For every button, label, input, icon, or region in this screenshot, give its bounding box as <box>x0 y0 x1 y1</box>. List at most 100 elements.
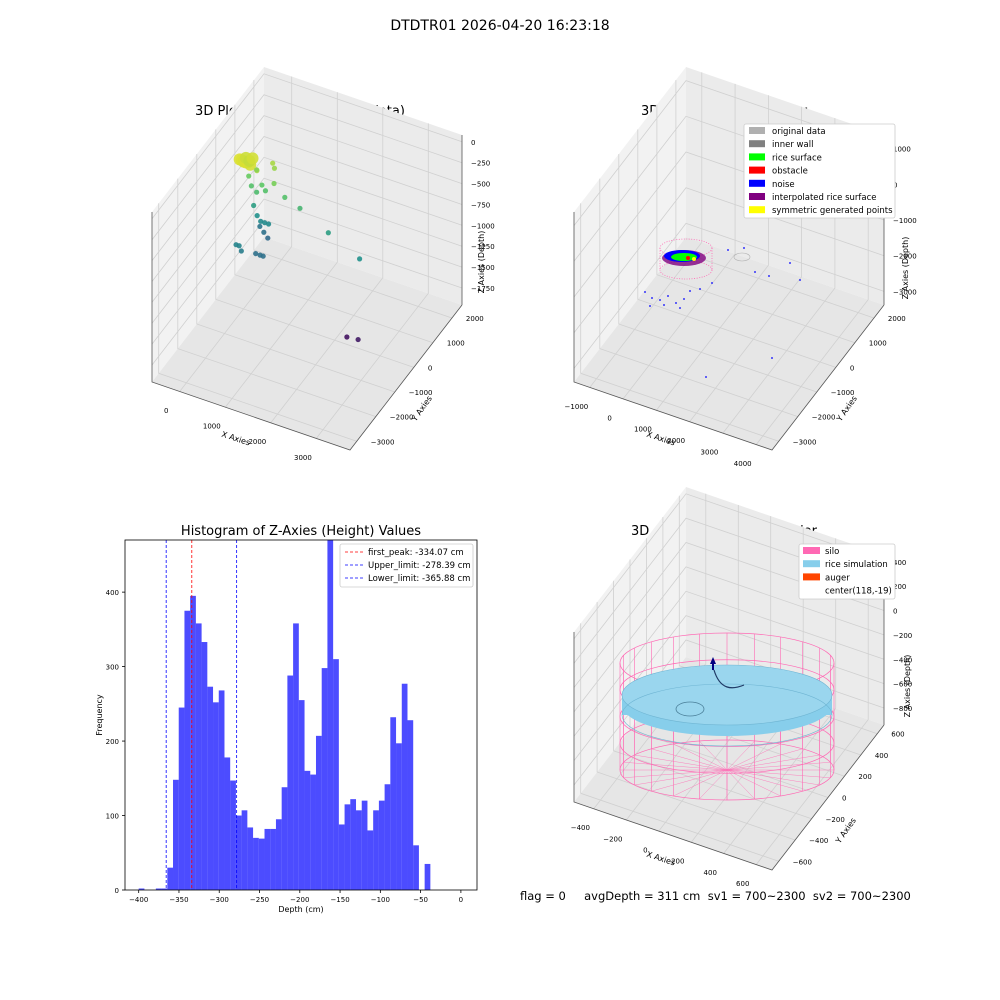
rice-pit <box>675 701 705 717</box>
data-point <box>253 250 259 257</box>
z-gridline <box>573 493 885 640</box>
noise-point <box>663 304 665 306</box>
x-tick-label: 0 <box>164 407 168 415</box>
legend-swatch <box>803 547 820 554</box>
x-tick-label: −200 <box>290 896 309 904</box>
z-tick-label: −1000 <box>893 217 917 225</box>
legend-label: rice simulation <box>825 560 888 570</box>
z-tick-label: −600 <box>893 681 912 689</box>
histogram-bar <box>167 867 174 890</box>
x-tick-label: 200 <box>671 858 684 866</box>
silo-floor-spoke <box>726 769 781 797</box>
x-axis-label: X Axies <box>645 850 676 868</box>
x-gridline <box>593 493 707 810</box>
legend-label: symmetric generated points <box>772 206 893 216</box>
silo-floor-spoke <box>726 748 803 771</box>
legend-swatch <box>749 206 765 214</box>
z-gridline <box>151 177 463 324</box>
y-gridline <box>253 80 453 319</box>
z-gridline <box>573 187 885 333</box>
axis-lines <box>573 632 885 871</box>
histogram-bar <box>401 683 408 890</box>
silo-floor-spoke <box>634 754 728 771</box>
z-axis-label: Z Axies (Depth) <box>903 655 912 718</box>
x-tick-label: −100 <box>371 896 390 904</box>
histogram-bar <box>356 810 362 890</box>
rice-simulation-edge <box>621 683 833 747</box>
histogram-bar <box>161 888 168 890</box>
histogram-bar <box>264 828 271 890</box>
histogram-bar <box>207 686 214 890</box>
legend-label: original data <box>772 127 826 137</box>
x-tick-label: −1000 <box>565 403 589 411</box>
legend-label: obstacle <box>772 167 808 177</box>
y-gridline <box>215 129 414 368</box>
x-tick-label: 2000 <box>248 438 266 446</box>
legend-swatch <box>749 193 765 200</box>
x-tick-label: 400 <box>704 869 717 877</box>
x-tick-label: 2000 <box>667 437 685 445</box>
x-tick-label: −300 <box>210 896 229 904</box>
histogram-bar <box>384 784 391 890</box>
z-tick-label: 0 <box>893 608 897 616</box>
noise-point <box>675 302 677 304</box>
z-tick-label: 1000 <box>893 146 911 154</box>
noise-point <box>689 290 691 292</box>
histogram-bar <box>315 735 322 890</box>
data-point <box>271 165 278 171</box>
z-gridline <box>151 198 463 345</box>
legend-label: silo <box>825 547 839 557</box>
z-gridline <box>151 219 463 366</box>
legend-swatch <box>749 179 765 187</box>
y-tick-label: −400 <box>809 837 828 845</box>
y-tick-label: 2000 <box>888 315 906 323</box>
z-tick-label: −500 <box>471 181 490 189</box>
noise-point <box>679 307 681 309</box>
x-tick-label: 1000 <box>634 426 652 434</box>
silo-floor-spoke <box>651 748 728 771</box>
floor-pane <box>152 237 462 450</box>
legend-frame <box>339 543 474 588</box>
data-point <box>344 334 350 340</box>
y-tick-label: 400 <box>875 752 888 760</box>
silo-floor-spoke <box>699 740 728 771</box>
histogram-bar <box>390 717 397 890</box>
y-tick-label: 600 <box>891 731 904 739</box>
x-gridline <box>179 76 293 392</box>
symmetric-point <box>692 257 696 261</box>
y-tick-label: 400 <box>106 589 119 597</box>
x-tick-label: −400 <box>571 824 590 832</box>
z-tick-label: −2000 <box>893 253 917 261</box>
y-tick-label: −600 <box>793 858 812 866</box>
histogram-title: Histogram of Z-Axies (Height) Values <box>180 524 422 539</box>
data-point <box>271 180 277 187</box>
y-gridline <box>656 104 856 344</box>
silo-floor-spoke <box>726 769 755 800</box>
y-gridline <box>580 203 779 442</box>
y-tick-label: −3000 <box>371 438 395 446</box>
histogram-bar <box>310 774 316 890</box>
histogram-bar <box>253 837 259 890</box>
z-tick-label: 200 <box>893 583 906 591</box>
x-tick-label: −50 <box>413 896 428 904</box>
y-tick-label: 0 <box>428 364 432 372</box>
x-gridline <box>622 83 736 400</box>
x-tick-label: −150 <box>330 896 349 904</box>
axis-lines <box>573 212 885 451</box>
x-tick-label: 3000 <box>701 449 719 457</box>
histogram-bar <box>270 828 276 890</box>
silo-floor-spoke <box>623 769 728 778</box>
histogram-bar <box>413 845 419 890</box>
z-gridline <box>573 615 885 761</box>
y-tick-label: 2000 <box>466 315 484 323</box>
histogram-bar <box>241 810 248 890</box>
z-tick-label: −200 <box>893 632 912 640</box>
z-gridline <box>573 590 885 737</box>
y-gridline <box>196 154 395 393</box>
histogram-bar <box>321 668 328 890</box>
figure-title: DTDTR01 2026-04-20 16:23:18 <box>390 18 610 34</box>
x-tick-label: 0 <box>459 896 463 904</box>
x-tick-label: 3000 <box>294 454 312 462</box>
legend-swatch <box>803 573 820 581</box>
legend-label: interpolated rice surface <box>772 193 877 203</box>
